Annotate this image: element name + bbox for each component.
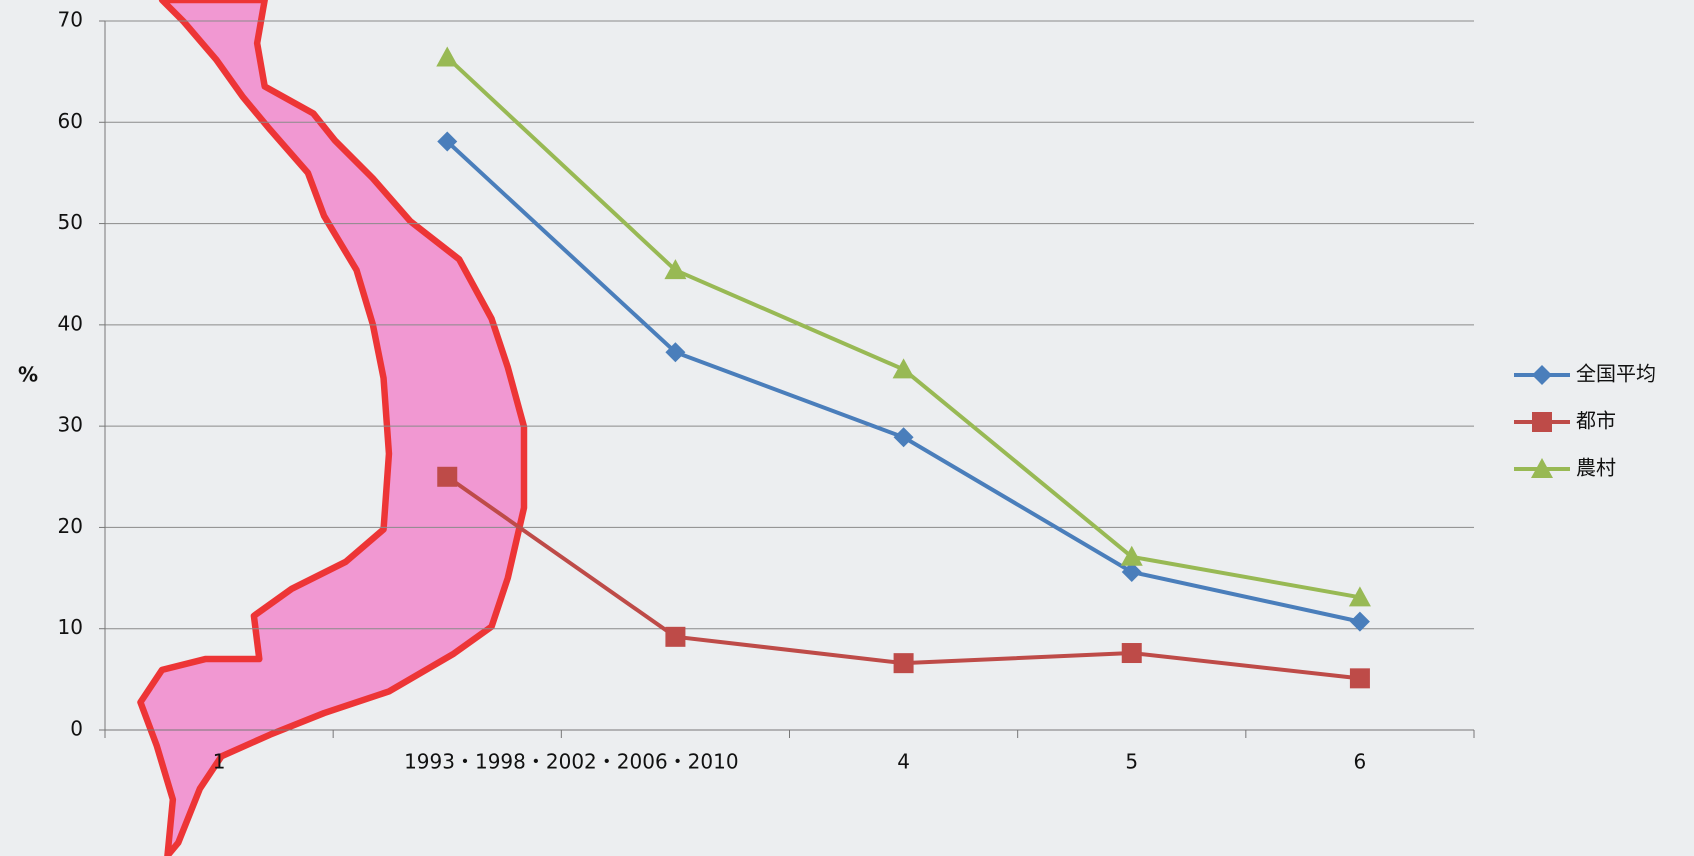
legend-marker [1532, 365, 1552, 385]
data-point [665, 626, 686, 647]
data-point [1349, 611, 1370, 632]
legend-marker [1532, 412, 1552, 432]
legend-label: 全国平均 [1576, 362, 1656, 386]
data-point [436, 46, 459, 67]
data-point [893, 653, 914, 674]
legend-label: 都市 [1576, 409, 1616, 433]
y-tick-label: 40 [58, 311, 83, 335]
data-point [437, 131, 458, 152]
y-axis-label: % [18, 363, 38, 387]
data-point [1120, 545, 1143, 566]
data-point [1349, 668, 1370, 689]
x-tick-label: 5 [1125, 750, 1138, 774]
data-point [1121, 643, 1142, 664]
y-tick-label: 30 [58, 413, 83, 437]
x-tick-label: 4 [897, 750, 910, 774]
y-tick-label: 70 [58, 8, 83, 32]
x-tick-label: 6 [1354, 750, 1367, 774]
data-point [665, 342, 686, 363]
x-tick-label: 1 [213, 750, 226, 774]
y-tick-label: 10 [58, 615, 83, 639]
y-tick-label: 20 [58, 514, 83, 538]
legend-marker [1531, 458, 1553, 478]
map-illustration [137, 0, 528, 856]
legend-label: 農村 [1576, 456, 1616, 480]
y-tick-label: 50 [58, 210, 83, 234]
data-point [892, 358, 915, 379]
y-tick-label: 0 [70, 717, 83, 741]
y-tick-label: 60 [58, 109, 83, 133]
data-point [664, 259, 687, 280]
data-point [893, 427, 914, 448]
data-point [1348, 586, 1371, 607]
x-annotation: 1993・1998・2002・2006・2010 [404, 750, 739, 774]
data-point [437, 466, 458, 487]
data-point [1121, 561, 1142, 582]
